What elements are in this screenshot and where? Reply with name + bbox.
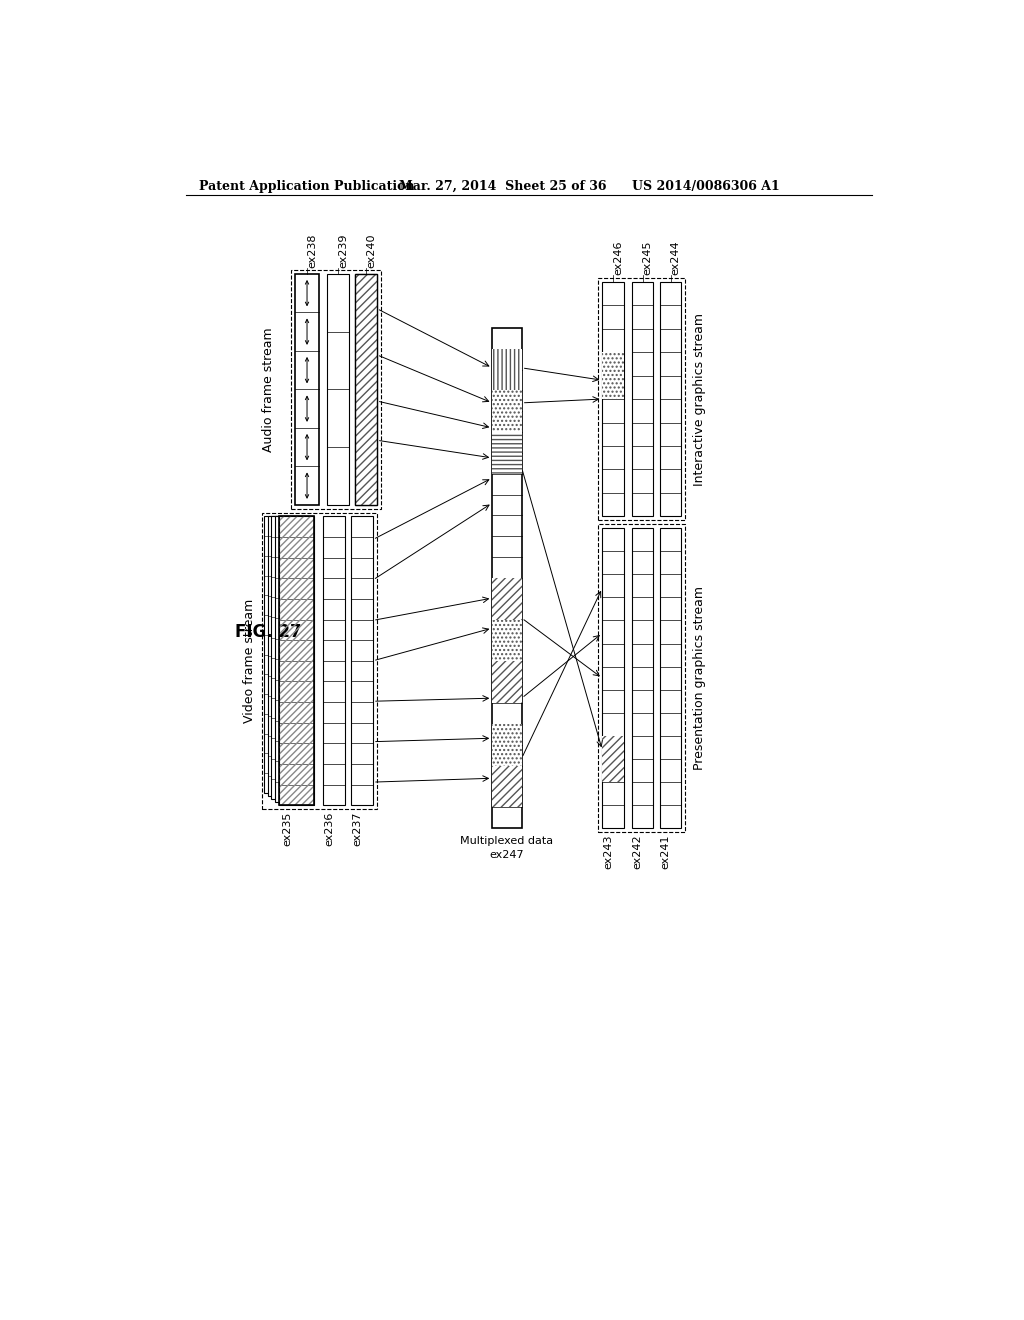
Bar <box>493 744 521 766</box>
Bar <box>280 516 314 805</box>
Bar <box>632 528 653 829</box>
Bar <box>493 327 521 829</box>
Bar <box>493 766 521 787</box>
Bar <box>493 725 521 744</box>
Text: ex236: ex236 <box>325 812 334 846</box>
Bar <box>280 516 314 805</box>
Bar <box>493 432 521 453</box>
Bar <box>493 640 521 661</box>
Bar <box>493 787 521 808</box>
Bar <box>355 275 377 506</box>
Text: Audio frame stream: Audio frame stream <box>262 327 275 451</box>
Text: US 2014/0086306 A1: US 2014/0086306 A1 <box>632 180 779 193</box>
Bar <box>602 737 624 759</box>
Bar <box>262 512 377 809</box>
Bar <box>602 528 624 829</box>
Text: ex237: ex237 <box>352 812 362 846</box>
Text: Multiplexed data: Multiplexed data <box>461 836 554 846</box>
Text: Presentation graphics stream: Presentation graphics stream <box>693 586 706 770</box>
Bar <box>355 275 377 506</box>
Bar <box>328 275 349 506</box>
Bar <box>295 275 319 506</box>
Bar <box>493 391 521 412</box>
Text: FIG. 27: FIG. 27 <box>234 623 302 642</box>
Bar <box>598 277 685 520</box>
Bar <box>351 516 373 805</box>
Text: ex240: ex240 <box>366 234 376 268</box>
Bar <box>291 271 381 508</box>
Bar <box>602 376 624 399</box>
Bar <box>659 281 681 516</box>
Bar <box>271 516 306 799</box>
Bar <box>602 352 624 376</box>
Bar <box>493 620 521 640</box>
Bar <box>598 524 685 832</box>
Bar <box>355 275 377 506</box>
Bar <box>659 528 681 829</box>
Text: ex247: ex247 <box>489 850 524 859</box>
Bar <box>493 661 521 682</box>
Text: ex244: ex244 <box>671 240 681 276</box>
Text: Patent Application Publication: Patent Application Publication <box>200 180 415 193</box>
Text: ex245: ex245 <box>643 242 652 276</box>
Bar <box>280 516 314 805</box>
Text: Video frame stream: Video frame stream <box>243 599 256 723</box>
Text: ex241: ex241 <box>660 834 671 869</box>
Bar <box>493 599 521 620</box>
Bar <box>267 516 302 796</box>
Text: ex246: ex246 <box>613 242 624 276</box>
Bar <box>493 578 521 599</box>
Bar <box>493 453 521 474</box>
Text: Mar. 27, 2014  Sheet 25 of 36: Mar. 27, 2014 Sheet 25 of 36 <box>399 180 607 193</box>
Bar <box>602 759 624 781</box>
Bar <box>493 370 521 391</box>
Bar <box>324 516 345 805</box>
Text: ex235: ex235 <box>283 812 293 846</box>
Bar <box>263 516 299 793</box>
Bar <box>632 281 653 516</box>
Text: ex242: ex242 <box>633 834 643 869</box>
Bar <box>275 516 310 803</box>
Bar <box>602 281 624 516</box>
Bar <box>493 412 521 432</box>
Text: ex238: ex238 <box>307 234 317 268</box>
Text: ex239: ex239 <box>338 234 348 268</box>
Bar <box>493 348 521 370</box>
Text: ex243: ex243 <box>603 834 613 869</box>
Text: Interactive graphics stream: Interactive graphics stream <box>693 313 706 486</box>
Bar <box>493 682 521 704</box>
